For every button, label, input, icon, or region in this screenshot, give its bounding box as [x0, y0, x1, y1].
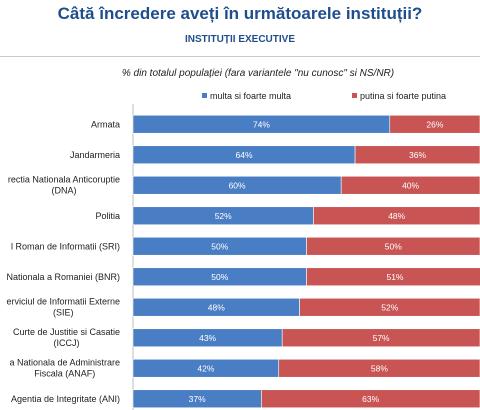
category-label-2: rectia Nationala Anticoruptie (DNA) [8, 174, 120, 195]
category-label-7: Curte de Justitie si Casatie (ICCJ) [13, 327, 120, 348]
data-label-multa-8: 42% [197, 363, 214, 373]
data-label-multa-4: 50% [211, 241, 228, 251]
legend-swatch-1 [352, 93, 357, 98]
data-label-multa-2: 60% [229, 180, 246, 190]
page-subtitle: INSTITUȚII EXECUTIVE [184, 34, 295, 45]
category-label-1: Jandarmeria [70, 150, 120, 160]
data-label-multa-9: 37% [189, 394, 206, 404]
category-label-line-2-0: rectia Nationala Anticoruptie [8, 174, 120, 184]
category-label-9: Agentia de Integritate (ANI) [11, 394, 120, 404]
category-label-5: Nationala a Romaniei (BNR) [6, 272, 120, 282]
chart-note: % din totalul populației (fara variantel… [122, 68, 394, 79]
page-title: Câtă încredere aveți în următoarele inst… [57, 4, 423, 23]
trust-chart: % din totalul populației (fara variantel… [6, 68, 480, 410]
category-label-line-7-1: (ICCJ) [53, 338, 79, 348]
legend-label-0: multa si foarte multa [210, 91, 291, 101]
category-label-line-7-0: Curte de Justitie si Casatie [13, 327, 120, 337]
data-label-putina-9: 63% [362, 394, 379, 404]
bar-putina-9 [261, 389, 480, 409]
data-label-multa-5: 50% [211, 272, 228, 282]
bar-putina-3 [313, 206, 480, 226]
data-label-multa-1: 64% [236, 150, 253, 160]
category-label-6: erviciul de Informatii Externe (SIE) [6, 296, 120, 317]
data-label-putina-5: 51% [386, 272, 403, 282]
legend-swatch-0 [202, 93, 207, 98]
category-label-line-2-1: (DNA) [51, 185, 76, 195]
category-label-4: l Roman de Informatii (SRI) [11, 241, 120, 251]
category-label-line-6-0: erviciul de Informatii Externe [6, 296, 120, 306]
category-label-line-6-1: (SIE) [53, 307, 74, 317]
data-label-multa-3: 52% [215, 211, 232, 221]
bar-putina-2 [340, 175, 480, 195]
category-label-8: a Nationala de Administrare Fiscala (ANAF… [9, 357, 120, 378]
chart-bars: 74% 26% 64% 36% 60% 40% 52% 48% 50% 50% 50% 51% 48% 5… [132, 104, 480, 410]
data-label-multa-6: 48% [208, 302, 225, 312]
category-label-line-8-0: a Nationala de Administrare [9, 357, 120, 367]
data-label-putina-4: 50% [385, 241, 402, 251]
category-label-0: Armata [91, 119, 120, 129]
category-label-3: Politia [95, 211, 120, 221]
category-label-line-8-1: Fiscala (ANAF) [34, 368, 95, 378]
bar-putina-5 [306, 267, 480, 287]
top-divider [0, 56, 480, 57]
chart-legend: multa si foarte multa putina si foarte pu… [202, 91, 446, 101]
data-label-putina-7: 57% [373, 333, 390, 343]
data-label-putina-3: 48% [388, 211, 405, 221]
data-label-multa-0: 74% [253, 119, 270, 129]
data-label-putina-8: 58% [371, 363, 388, 373]
data-label-multa-7: 43% [199, 333, 216, 343]
legend-label-1: putina si foarte putina [360, 91, 446, 101]
data-label-putina-1: 36% [409, 150, 426, 160]
data-label-putina-6: 52% [381, 302, 398, 312]
chart-category-labels: Armata Jandarmeria rectia Nationala Antico… [6, 119, 120, 404]
data-label-putina-2: 40% [402, 180, 419, 190]
bar-putina-0 [389, 114, 480, 134]
bar-putina-4 [306, 236, 480, 256]
bar-putina-6 [299, 297, 480, 317]
data-label-putina-0: 26% [426, 119, 443, 129]
